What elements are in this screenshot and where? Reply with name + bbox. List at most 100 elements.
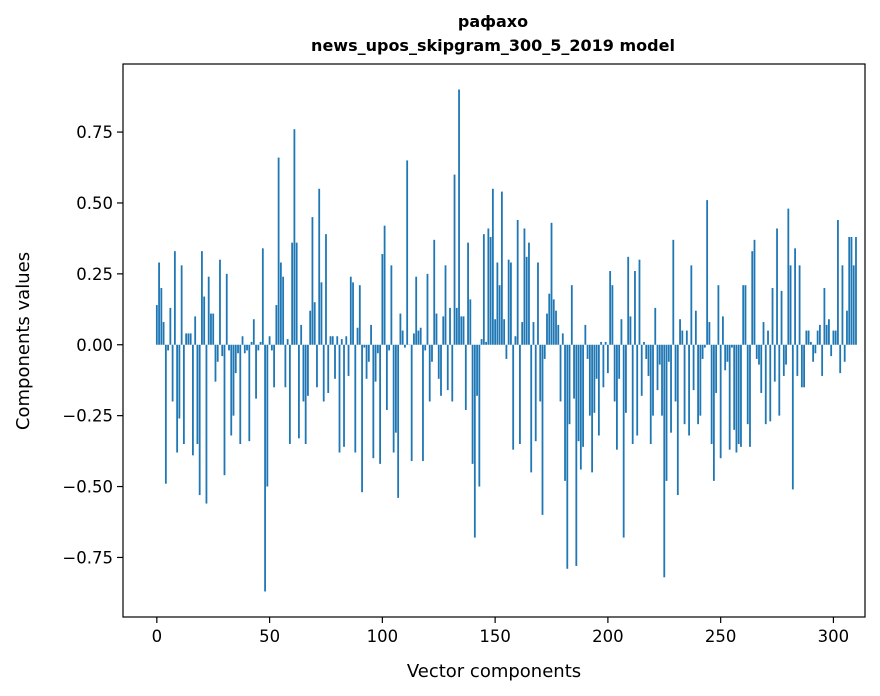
bar: [622, 344, 625, 538]
chart-title-line-1: рафахо: [458, 12, 528, 31]
bar: [837, 219, 839, 345]
bar: [239, 344, 242, 445]
bar: [541, 344, 544, 515]
bar: [812, 344, 815, 362]
bar: [279, 262, 282, 345]
bar: [453, 174, 456, 345]
bar: [358, 285, 361, 345]
bar: [532, 322, 535, 345]
bar: [485, 341, 487, 345]
bar: [293, 129, 296, 345]
bar: [424, 344, 427, 351]
y-tick-label: 0.25: [76, 265, 113, 284]
bar: [381, 254, 384, 345]
bar: [722, 316, 724, 345]
bar: [746, 344, 749, 425]
bar: [313, 302, 316, 345]
bar: [832, 330, 835, 345]
bar: [392, 344, 395, 453]
bar: [555, 310, 557, 345]
bar: [471, 344, 474, 464]
bar: [717, 285, 720, 345]
bar: [325, 234, 327, 345]
bar: [225, 273, 228, 345]
bar: [205, 344, 208, 504]
bar: [302, 344, 305, 402]
bar: [715, 344, 718, 393]
bar: [631, 344, 634, 445]
bar: [307, 344, 309, 396]
bar: [692, 344, 695, 391]
bar: [744, 285, 747, 345]
bar: [426, 273, 429, 345]
bar: [850, 236, 853, 345]
bar: [694, 310, 697, 345]
bar: [679, 319, 681, 345]
bar: [654, 307, 657, 345]
bar: [300, 324, 303, 345]
bar: [284, 344, 287, 388]
bar: [609, 271, 612, 345]
bar: [446, 344, 449, 391]
bar: [291, 242, 294, 345]
bar: [356, 327, 359, 345]
bar: [340, 339, 343, 345]
bar: [800, 344, 803, 388]
plot-frame: [122, 63, 866, 618]
bar: [703, 344, 706, 348]
bar: [347, 344, 350, 376]
bar: [440, 344, 442, 396]
x-axis-label: Vector components: [407, 661, 581, 682]
bar: [676, 344, 679, 496]
bar: [277, 157, 280, 345]
x-tick-label: 0: [152, 627, 163, 646]
bar: [207, 276, 210, 345]
bar: [521, 322, 524, 345]
bar: [818, 324, 821, 345]
bar: [349, 276, 352, 345]
bar: [462, 316, 465, 345]
bar: [588, 344, 591, 416]
bar: [742, 285, 745, 345]
bar: [719, 344, 722, 459]
y-tick-label: 0.50: [76, 194, 113, 213]
bar: [178, 344, 181, 419]
bar: [510, 262, 512, 345]
bar: [516, 219, 519, 345]
bar: [237, 344, 239, 354]
bar: [690, 265, 693, 345]
bar: [372, 344, 375, 459]
bar: [464, 344, 467, 410]
bar: [841, 265, 844, 345]
bar: [616, 344, 618, 450]
bar: [185, 333, 188, 345]
bar: [758, 344, 760, 365]
bar: [503, 319, 506, 345]
bar: [176, 344, 179, 453]
bar: [435, 313, 438, 345]
bar: [505, 344, 508, 359]
bar: [261, 248, 264, 345]
x-tick-label: 100: [367, 627, 399, 646]
y-axis-ticks: −0.75 −0.50 −0.25 0.00 0.25 0.50 0.75: [62, 123, 123, 567]
bar: [322, 344, 325, 402]
bar: [498, 285, 501, 345]
bar: [449, 307, 451, 345]
bar: [428, 344, 431, 402]
bar: [201, 251, 203, 345]
bar: [776, 228, 778, 345]
bar: [584, 324, 587, 345]
bar: [670, 344, 672, 433]
bar: [383, 225, 386, 345]
bar: [575, 344, 578, 566]
bar: [390, 265, 393, 345]
bar: [433, 239, 436, 345]
bar: [539, 344, 542, 402]
bar: [160, 288, 163, 345]
bar: [537, 262, 539, 345]
bar: [778, 344, 781, 416]
plot-area: [123, 64, 865, 617]
bars-group: [155, 89, 857, 592]
bar: [672, 239, 675, 345]
bar: [523, 228, 526, 345]
